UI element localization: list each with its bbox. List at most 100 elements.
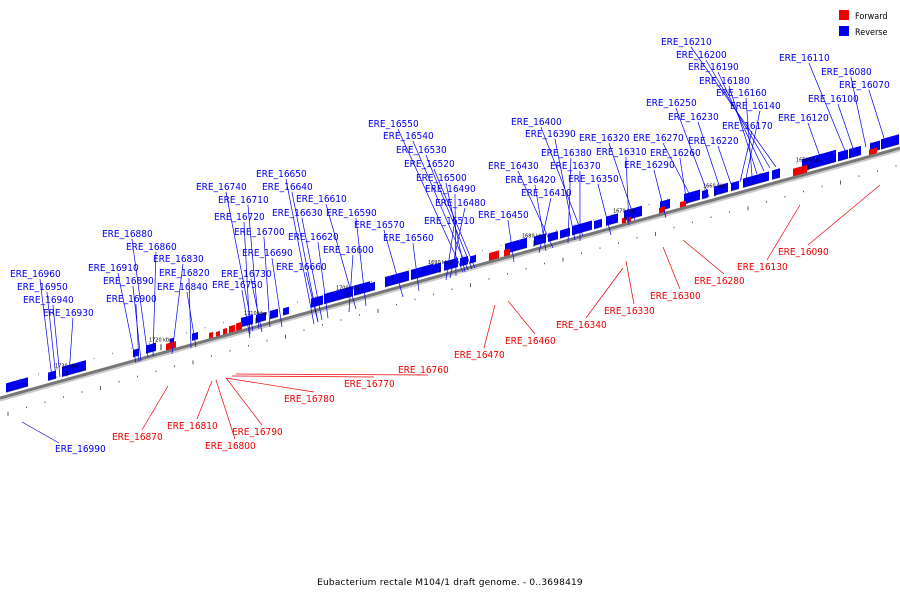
- legend-forward-swatch: [839, 10, 849, 20]
- reverse-gene-block-27-edge: [593, 226, 603, 230]
- reverse-gene-block-34-edge: [730, 188, 740, 192]
- leader-ere-16730: [250, 278, 263, 333]
- gene-label-ere-16100: ERE_16100: [808, 94, 859, 105]
- reverse-gene-block-20-edge: [459, 263, 469, 267]
- gene-label-ere-16800: ERE_16800: [205, 441, 256, 452]
- gene-label-ere-16070: ERE_16070: [839, 80, 890, 91]
- gene-label-ere-16630: ERE_16630: [272, 208, 323, 219]
- reverse-gene-block-39-edge: [848, 154, 862, 159]
- reverse-gene-block-39: [849, 145, 861, 159]
- reverse-gene-block-15-edge: [368, 289, 376, 292]
- reverse-gene-block-36-edge: [771, 176, 781, 181]
- reverse-gene-block-26: [572, 220, 592, 236]
- legend-reverse-label: Reverse: [855, 28, 888, 38]
- leader-ere-16780: [225, 377, 315, 393]
- gene-label-ere-16260: ERE_16260: [650, 148, 701, 159]
- gene-label-ere-16460: ERE_16460: [505, 336, 556, 347]
- leader-ere-16930: [68, 317, 74, 376]
- gene-label-ere-16280: ERE_16280: [694, 276, 745, 287]
- leader-ere-16480: [449, 207, 466, 279]
- leader-ere-16160: [745, 97, 753, 177]
- gene-label-ere-16090: ERE_16090: [778, 247, 829, 258]
- gene-label-ere-16270: ERE_16270: [633, 133, 684, 144]
- reverse-gene-block-10: [283, 306, 289, 316]
- reverse-gene-block-41: [881, 134, 899, 150]
- leader-ere-16590: [355, 217, 367, 307]
- leader-ere-16840: [186, 291, 197, 348]
- leader-ere-16740: [225, 191, 254, 332]
- gene-label-ere-16320: ERE_16320: [579, 133, 630, 144]
- gene-label-ere-16780: ERE_16780: [284, 394, 335, 405]
- leader-ere-16560: [412, 242, 420, 292]
- leader-ere-16870: [141, 385, 169, 431]
- leader-ere-16340: [585, 267, 624, 319]
- leader-ere-16300: [662, 246, 681, 290]
- reverse-gene-block-3-edge: [132, 354, 140, 358]
- leader-ere-16700: [263, 236, 271, 328]
- genome-backbone: [0, 146, 900, 402]
- leader-ere-16130: [766, 204, 801, 261]
- gene-label-ere-16140: ERE_16140: [730, 101, 781, 112]
- reverse-gene-block-33-edge: [713, 191, 729, 197]
- gene-label-ere-16410: ERE_16410: [521, 188, 572, 199]
- leader-ere-16450: [507, 219, 515, 263]
- leader-ere-16750: [241, 289, 251, 339]
- reverse-gene-block-23: [534, 233, 546, 246]
- gene-label-ere-16720: ERE_16720: [214, 212, 265, 223]
- leader-ere-16550: [397, 128, 464, 273]
- reverse-gene-block-22: [505, 237, 527, 254]
- reverse-gene-block-6: [192, 332, 198, 341]
- leader-ere-16080: [850, 76, 867, 148]
- leader-ere-16720: [243, 221, 251, 335]
- gene-label-ere-16590: ERE_16590: [326, 208, 377, 219]
- gene-label-ere-16430: ERE_16430: [488, 161, 539, 172]
- gene-label-ere-16570: ERE_16570: [354, 220, 405, 231]
- scale-tick-label: 1680 kbp: [522, 234, 545, 240]
- gene-label-ere-16790: ERE_16790: [232, 427, 283, 438]
- reverse-gene-block-28: [606, 213, 618, 226]
- reverse-gene-block-10-edge: [282, 313, 290, 316]
- reverse-gene-block-36: [772, 168, 780, 180]
- leader-ere-16620: [317, 241, 329, 319]
- reverse-gene-block-25: [560, 227, 570, 239]
- gene-label-ere-16170: ERE_16170: [722, 121, 773, 132]
- gene-label-ere-16510: ERE_16510: [424, 216, 475, 227]
- gene-label-ere-16080: ERE_16080: [821, 67, 872, 78]
- gene-label-ere-16490: ERE_16490: [425, 184, 476, 195]
- gene-label-ere-16960: ERE_16960: [10, 269, 61, 280]
- legend-forward-label: Forward: [855, 12, 888, 22]
- gene-label-ere-16700: ERE_16700: [234, 227, 285, 238]
- backbone-line: [0, 146, 900, 400]
- leader-ere-16190: [717, 71, 765, 172]
- leader-ere-16610: [325, 203, 357, 310]
- reverse-gene-block-0: [6, 377, 28, 393]
- reverse-gene-block-13-edge: [340, 295, 354, 300]
- leader-ere-16280: [682, 239, 725, 275]
- gene-label-ere-16350: ERE_16350: [568, 174, 619, 185]
- leader-ere-16570: [383, 229, 404, 298]
- gene-label-ere-16540: ERE_16540: [383, 131, 434, 142]
- gene-label-ere-16640: ERE_16640: [262, 182, 313, 193]
- gene-label-ere-16990: ERE_16990: [55, 444, 106, 455]
- leader-ere-16810: [196, 380, 213, 420]
- gene-label-ere-16730: ERE_16730: [221, 269, 272, 280]
- gene-label-ere-16950: ERE_16950: [17, 282, 68, 293]
- leader-ere-16100: [837, 103, 856, 155]
- reverse-gene-block-37: [802, 149, 836, 172]
- leader-ere-16990: [21, 421, 60, 444]
- gene-label-ere-16910: ERE_16910: [88, 263, 139, 274]
- gene-label-ere-16660: ERE_16660: [276, 262, 327, 273]
- leader-ere-16400: [540, 126, 584, 237]
- reverse-gene-block-2-edge: [61, 369, 87, 378]
- leader-ere-16800: [215, 379, 236, 440]
- gene-label-ere-16860: ERE_16860: [126, 242, 177, 253]
- leader-ere-16460: [507, 300, 536, 335]
- leader-ere-16090: [807, 184, 881, 246]
- gene-label-ere-16830: ERE_16830: [153, 254, 204, 265]
- leader-ere-16960: [39, 278, 53, 379]
- gene-label-ere-16290: ERE_16290: [624, 160, 675, 171]
- leader-ere-16830: [171, 263, 184, 355]
- leader-ere-16690: [271, 257, 283, 328]
- leader-ere-16880: [131, 238, 149, 358]
- leader-ere-16490: [454, 193, 457, 277]
